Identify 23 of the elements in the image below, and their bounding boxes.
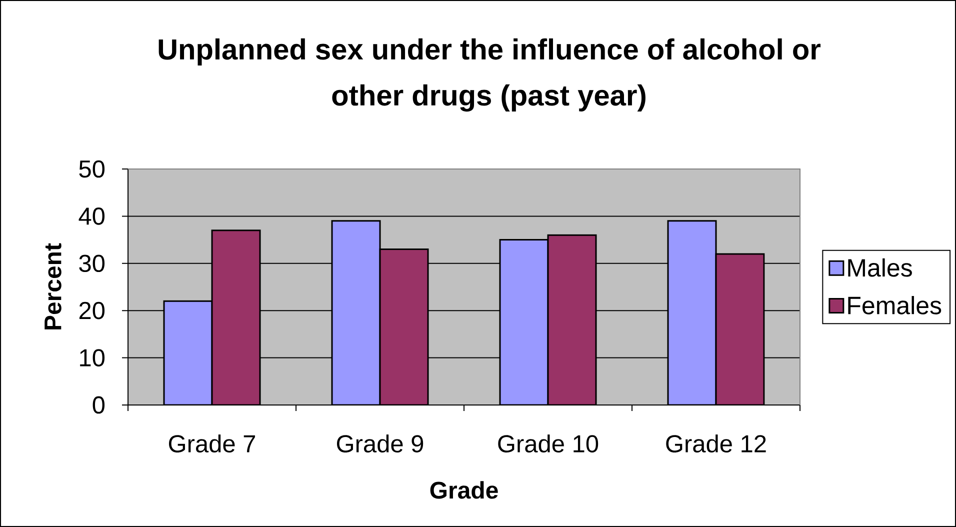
- legend-label: Females: [848, 296, 942, 314]
- legend-label: Males: [848, 258, 912, 277]
- x-axis-title: Grade: [430, 481, 498, 499]
- y-tick-label: 20: [79, 302, 105, 320]
- y-tick-label: 0: [92, 396, 105, 414]
- x-tick-label: Grade 12: [666, 434, 766, 453]
- bar: [667, 220, 717, 405]
- bar: [499, 239, 549, 405]
- y-tick-label: 10: [80, 349, 105, 366]
- bar: [163, 300, 213, 405]
- y-axis-title: Percent: [44, 243, 62, 330]
- chart-title: Unplanned sex under the influence of alcohol or other drugs (past year): [158, 38, 821, 112]
- x-tick-label: Grade 7: [168, 434, 256, 453]
- y-tick-label: 30: [79, 254, 105, 272]
- bar: [379, 248, 429, 405]
- x-tick-label: Grade 9: [336, 434, 424, 453]
- y-tick-label: 40: [78, 208, 105, 225]
- bar: [547, 234, 597, 405]
- x-tick-label: Grade 10: [498, 434, 598, 453]
- bar: [211, 230, 261, 405]
- bar: [715, 253, 765, 405]
- bar: [331, 220, 381, 405]
- y-tick-label: 50: [79, 160, 105, 178]
